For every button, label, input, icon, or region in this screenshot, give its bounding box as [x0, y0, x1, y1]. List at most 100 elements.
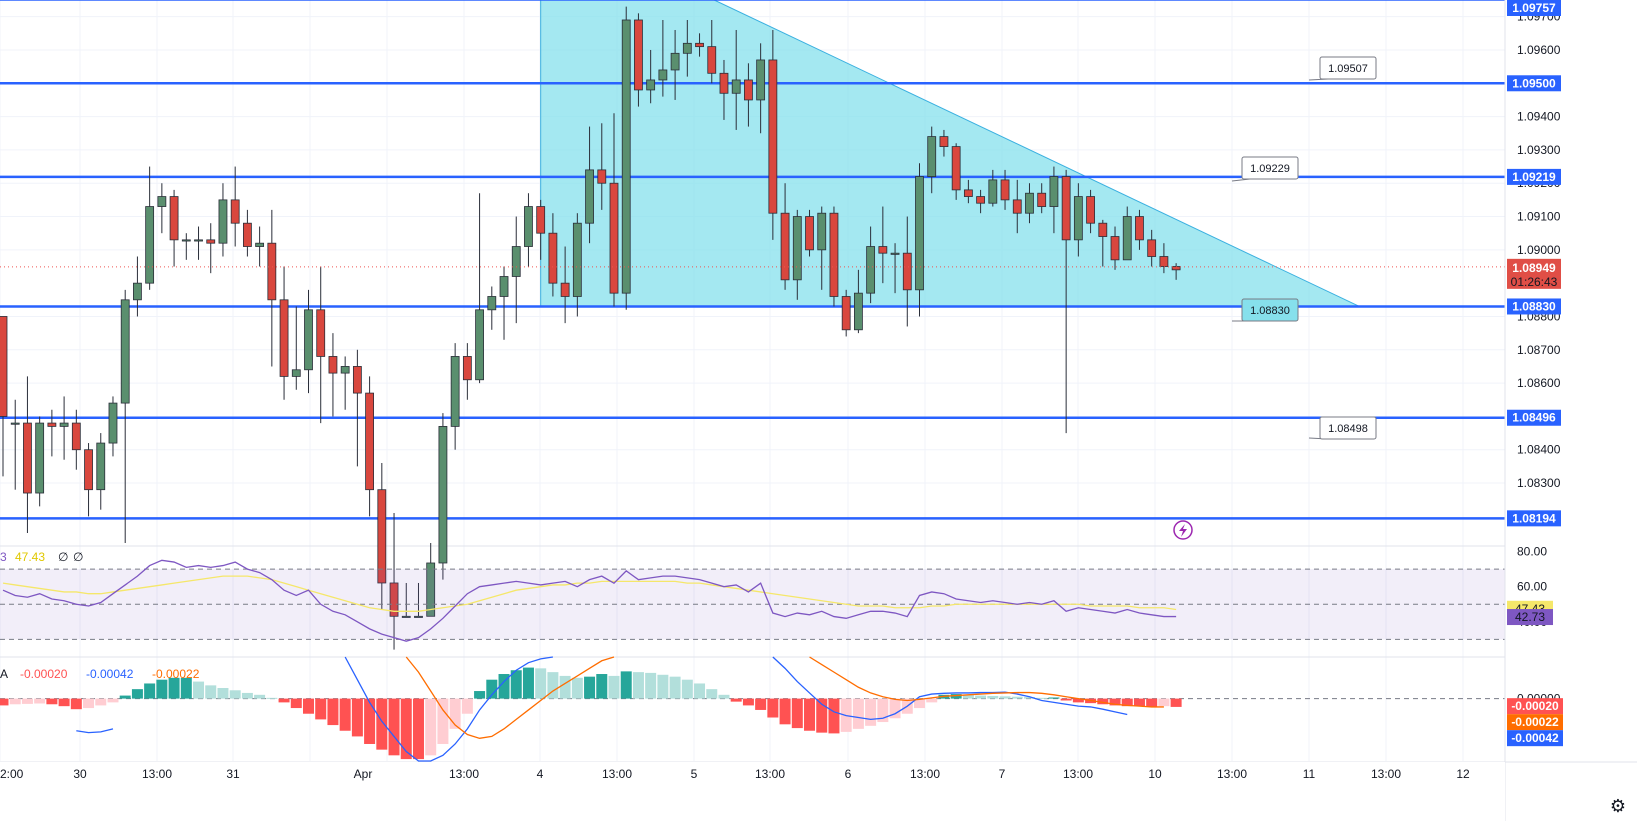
time-tick: 13:00: [1217, 767, 1247, 781]
price-tick: 1.09400: [1517, 110, 1561, 124]
macd-histogram-bar: [571, 677, 583, 699]
time-tick: 13:00: [1063, 767, 1093, 781]
candle-body: [1110, 236, 1120, 261]
candle-body: [230, 199, 240, 224]
candle-body: [805, 216, 814, 251]
macd-histogram-bar: [816, 698, 828, 733]
candle-body: [1073, 196, 1083, 241]
macd-histogram-bar: [21, 698, 33, 704]
level-price-label: [1507, 75, 1561, 92]
candle-body: [585, 169, 594, 224]
macd-line: [344, 656, 553, 762]
price-tick: 1.08400: [1517, 443, 1561, 457]
candle-body: [511, 246, 521, 277]
candle-body: [768, 59, 778, 214]
candle-body: [1135, 216, 1144, 241]
candle-body: [915, 176, 924, 291]
time-tick: 31: [226, 767, 240, 781]
rsi-pane: [0, 559, 1505, 642]
callout-box[interactable]: [1319, 416, 1377, 440]
candle-body: [499, 276, 509, 297]
level-price-label: [1507, 0, 1561, 16]
candle-body: [291, 369, 301, 377]
macd-histogram-bar: [877, 698, 889, 723]
macd-histogram-bar: [535, 668, 547, 699]
price-tick: 1.09000: [1517, 243, 1561, 257]
triangle-pattern-drawing[interactable]: [540, 0, 1360, 307]
time-tick: 7: [999, 767, 1006, 781]
rsi-header-value: ∅: [73, 550, 83, 564]
time-tick: Apr: [354, 767, 373, 781]
macd-histogram-bar: [755, 698, 767, 710]
macd-histogram-bar: [889, 698, 901, 719]
time-axis[interactable]: 2:00 30 13:00 31 Apr 13:00 4 13:00 5 13:00 6 13:00 7…: [0, 762, 1505, 821]
triangle-shape[interactable]: [540, 0, 1360, 307]
macd-header-value: -0.00022: [152, 667, 200, 681]
time-tick: 6: [845, 767, 852, 781]
candle-body: [1098, 222, 1108, 237]
candle-body: [389, 582, 399, 617]
rsi-value-text: 42.73: [1515, 610, 1545, 624]
candle-body: [108, 402, 118, 444]
time-axis-bg: [0, 762, 1505, 821]
macd-histogram-bar: [486, 679, 498, 699]
rsi-tick: 60.00: [1517, 580, 1547, 594]
macd-histogram-bar: [388, 698, 400, 756]
macd-histogram-bar: [596, 674, 608, 699]
rsi-tick: 80.00: [1517, 545, 1547, 559]
macd-histogram-bar: [290, 698, 302, 709]
candle-body: [10, 422, 20, 425]
candle-body: [817, 212, 827, 251]
candle-body: [976, 196, 985, 204]
macd-histogram-bar: [1146, 698, 1158, 707]
macd-value-text: -0.00020: [1511, 699, 1559, 713]
time-tick: 2:00: [0, 767, 24, 781]
price-tick: 1.08300: [1517, 476, 1561, 490]
candle-body: [866, 246, 876, 294]
macd-value-label: [1507, 698, 1563, 715]
macd-histogram-bar: [706, 689, 718, 699]
macd-histogram-bar: [364, 698, 376, 744]
candle-body: [242, 222, 252, 247]
candle-body: [682, 42, 692, 54]
candle-body: [951, 146, 961, 191]
macd-histogram-bar: [254, 694, 266, 699]
macd-histogram-bar: [229, 690, 241, 699]
candle-body: [780, 212, 790, 281]
macd-histogram-bar: [131, 689, 143, 699]
callout-box[interactable]: [1319, 56, 1377, 80]
macd-histogram-bar: [241, 692, 253, 699]
macd-histogram-bar: [498, 674, 510, 699]
candle-body: [1061, 176, 1071, 241]
macd-histogram-bar: [1023, 697, 1035, 699]
callout-box[interactable]: [1241, 156, 1299, 180]
callout-label: 1.08498: [1328, 423, 1368, 435]
macd-histogram-bar: [70, 698, 82, 710]
signal-line: [405, 656, 615, 739]
candle-body: [1025, 192, 1034, 214]
macd-histogram-bar: [645, 672, 657, 699]
macd-histogram-bar: [339, 698, 351, 731]
candle-body: [120, 299, 130, 404]
macd-histogram-bar: [425, 698, 437, 756]
macd-histogram-bar: [58, 698, 70, 707]
gear-icon[interactable]: ⚙: [1609, 795, 1627, 817]
candle-body: [0, 316, 8, 417]
candle-body: [426, 562, 436, 617]
macd-histogram-bar: [461, 698, 473, 714]
macd-histogram-bar: [718, 694, 730, 699]
macd-histogram-bar: [914, 698, 925, 709]
callout-box[interactable]: [1241, 298, 1299, 322]
candle-body: [988, 179, 998, 204]
macd-value-text: -0.00042: [1511, 731, 1559, 745]
macd-histogram-bar: [730, 698, 742, 702]
lightning-icon[interactable]: [1173, 520, 1193, 540]
price-axis[interactable]: 1.097001.096001.094001.093001.092001.091…: [1504, 0, 1637, 821]
candle-body: [377, 489, 387, 584]
candle-body: [621, 19, 631, 294]
macd-histogram-bar: [351, 698, 363, 737]
macd-histogram-bar: [315, 698, 327, 720]
macd-line: [772, 656, 1128, 721]
price-callouts[interactable]: 1.09507 1.09229 1.08830 1.08498: [1231, 56, 1377, 440]
